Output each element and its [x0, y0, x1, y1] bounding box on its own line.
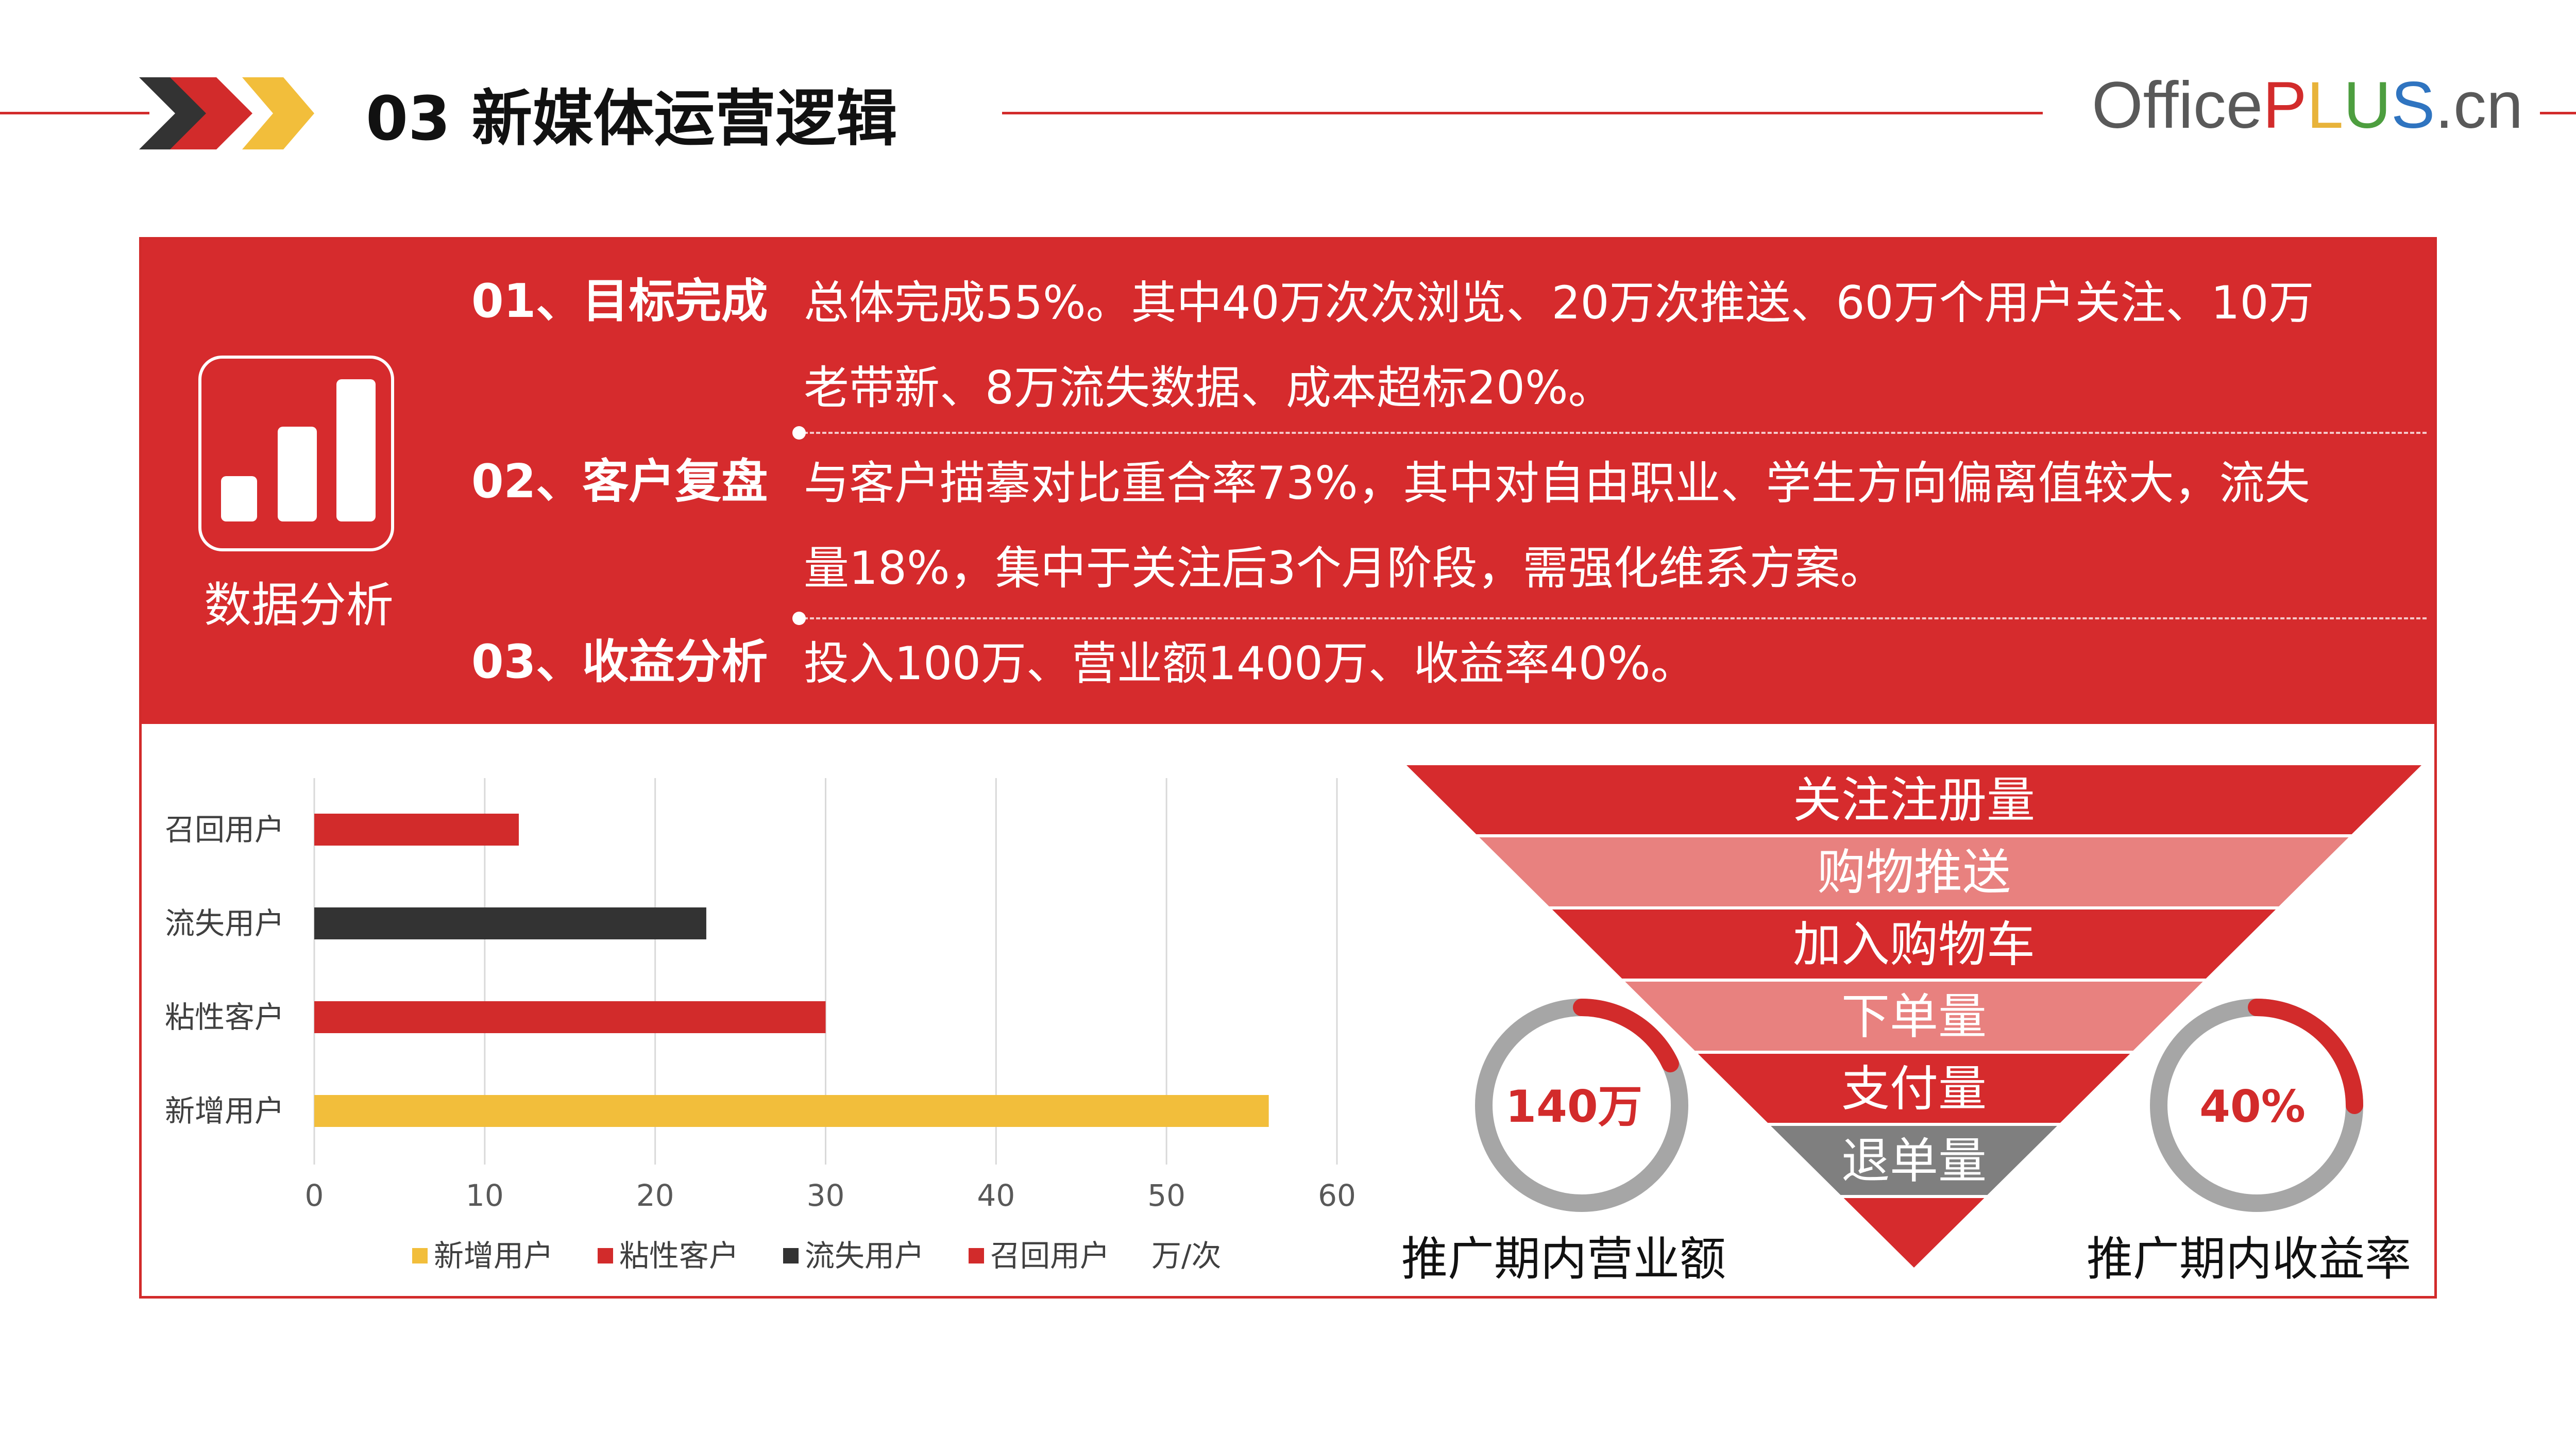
- funnel-stage: [1479, 837, 2349, 906]
- header-rule-left: [0, 112, 149, 114]
- officeplus-logo: OfficePLUS.cn: [2092, 69, 2523, 142]
- funnel-stage: [1406, 765, 2421, 834]
- row-text-line: 投入100万、营业额1400万、收益率40%。: [804, 637, 1696, 690]
- x-tick-label: 30: [807, 1178, 845, 1213]
- header-rule-middle: [1002, 112, 2043, 114]
- row-title-review: 02、客户复盘: [471, 454, 768, 509]
- funnel-stage: [1771, 1126, 2057, 1195]
- row-title-goal: 01、目标完成: [471, 274, 768, 328]
- category-label: 新增用户: [165, 1093, 284, 1128]
- x-tick-label: 10: [466, 1178, 504, 1213]
- row-text-line: 量18%，集中于关注后3个月阶段，需强化维系方案。: [804, 542, 1886, 595]
- legend-label: 新增用户: [434, 1238, 553, 1273]
- page-title: 03 新媒体运营逻辑: [366, 83, 897, 154]
- summary-band: [142, 240, 2434, 724]
- legend-label: 召回用户: [990, 1238, 1110, 1273]
- funnel-stage-label: 支付量: [1841, 1061, 1987, 1117]
- x-tick-label: 20: [636, 1178, 674, 1213]
- unit-label: 万/次: [1151, 1238, 1222, 1273]
- funnel-stage-label: 加入购物车: [1793, 917, 2035, 973]
- funnel-stage-label: 退单量: [1841, 1133, 1987, 1189]
- separator-dot: [792, 426, 806, 440]
- category-label: 粘性客户: [165, 1000, 284, 1035]
- row-text-goal: 总体完成55%。其中40万次次浏览、20万次推送、60万个用户关注、10万 老带…: [804, 260, 2421, 430]
- x-tick-label: 0: [305, 1178, 324, 1213]
- legend-swatch: [412, 1248, 428, 1263]
- funnel-stage-label: 关注注册量: [1793, 772, 2035, 829]
- legend-swatch: [598, 1248, 613, 1263]
- row-title-revenue: 03、收益分析: [471, 635, 768, 689]
- separator-dot: [792, 612, 806, 625]
- bar-chart-icon: [198, 356, 394, 551]
- funnel-stage: [1625, 982, 2203, 1051]
- user-bar-chart: 召回用户流失用户粘性客户新增用户 0 10 20 30 40 50 60 新增用户 粘性客户流…: [165, 778, 1356, 1273]
- ring-progress-arc: [2248, 999, 2363, 1114]
- bar-新增用户: [314, 1095, 1269, 1127]
- data-analysis-label: 数据分析: [204, 578, 394, 633]
- funnel-tip: [1843, 1198, 1985, 1268]
- yield-value: 40%: [2199, 1081, 2306, 1133]
- legend-label: 粘性客户: [619, 1238, 739, 1273]
- row-text-revenue: 投入100万、营业额1400万、收益率40%。: [804, 621, 2421, 706]
- funnel-stage-label: 购物推送: [1817, 845, 2011, 901]
- separator-dashed: [804, 432, 2427, 434]
- x-tick-label: 40: [977, 1178, 1015, 1213]
- funnel-stage: [1698, 1054, 2130, 1123]
- row-text-line: 与客户描摹对比重合率73%，其中对自由职业、学生方向偏离值较大，流失: [804, 457, 2310, 510]
- bar-召回用户: [314, 814, 519, 846]
- yield-caption: 推广期内收益率: [2087, 1232, 2411, 1286]
- ring-progress-arc: [1573, 999, 1679, 1073]
- legend-swatch: [783, 1248, 799, 1263]
- revenue-caption: 推广期内营业额: [1401, 1232, 1726, 1286]
- x-tick-label: 50: [1147, 1178, 1185, 1213]
- legend-swatch: [969, 1248, 984, 1263]
- revenue-ring-gauge: 140万: [1475, 999, 1688, 1212]
- category-label: 召回用户: [165, 812, 284, 847]
- chevron-arrows-icon: [139, 77, 314, 149]
- content-card: [139, 237, 2437, 1299]
- legend-label: 流失用户: [805, 1238, 924, 1273]
- header-rule-right: [2540, 112, 2576, 114]
- x-tick-label: 60: [1318, 1178, 1356, 1213]
- funnel-stage-label: 下单量: [1841, 989, 1987, 1045]
- funnel-stage: [1552, 909, 2276, 979]
- row-text-line: 总体完成55%。其中40万次次浏览、20万次推送、60万个用户关注、10万: [804, 276, 2314, 329]
- yield-ring-gauge: 40%: [2150, 999, 2363, 1212]
- separator-dashed: [804, 617, 2427, 619]
- bar-流失用户: [314, 907, 706, 939]
- revenue-value: 140万: [1505, 1081, 1642, 1133]
- row-text-review: 与客户描摹对比重合率73%，其中对自由职业、学生方向偏离值较大，流失 量18%，…: [804, 441, 2421, 611]
- row-text-line: 老带新、8万流失数据、成本超标20%。: [804, 361, 1614, 414]
- bar-粘性客户: [314, 1001, 826, 1033]
- category-label: 流失用户: [165, 906, 284, 941]
